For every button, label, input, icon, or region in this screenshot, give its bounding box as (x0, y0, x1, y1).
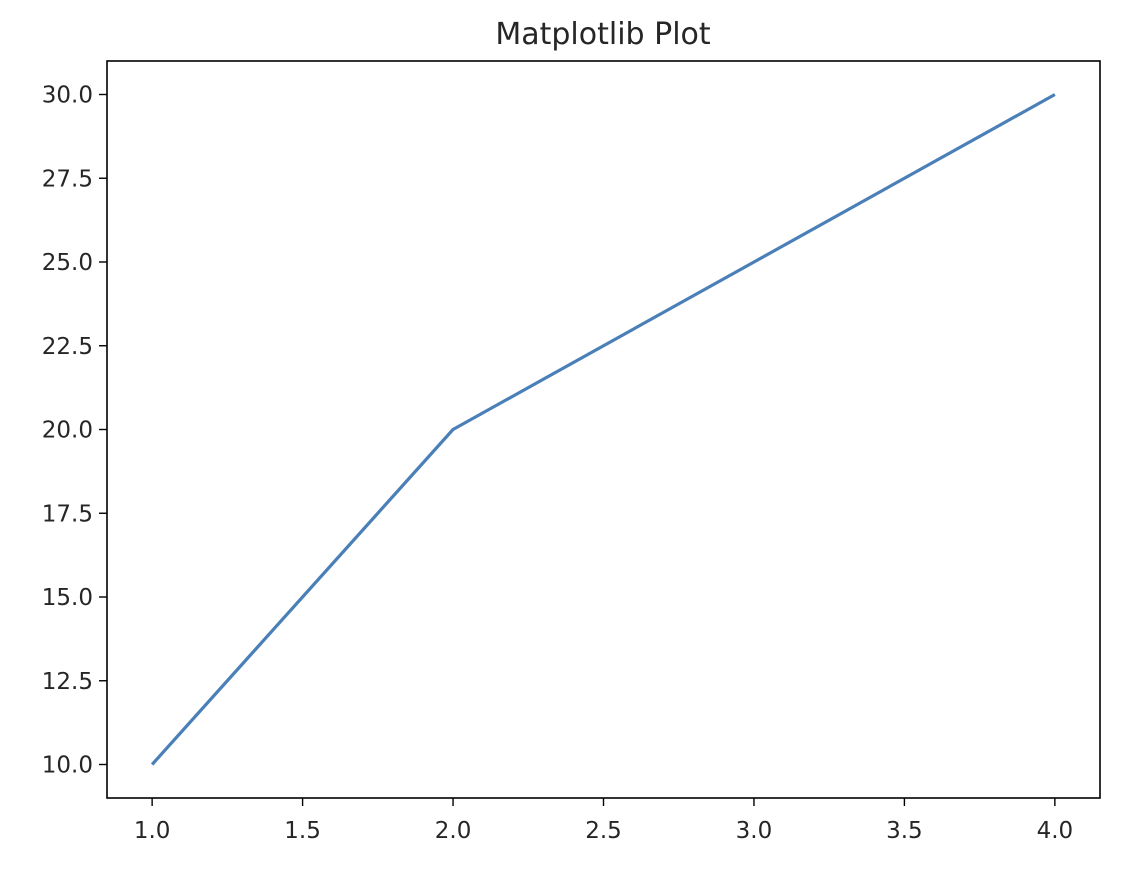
chart-title: Matplotlib Plot (495, 17, 711, 52)
plot-area: 1.0 1.5 2.0 2.5 3.0 3.5 4.0 10.0 12.5 15.0 17.5 20.… (42, 60, 1101, 844)
y-tick-label: 22.5 (42, 334, 93, 360)
y-tick-label: 20.0 (42, 418, 93, 444)
series-line-0 (150, 93, 1056, 766)
y-tick-label: 17.5 (42, 501, 93, 527)
x-tick-label: 3.5 (886, 818, 923, 844)
y-tick-label: 25.0 (42, 250, 93, 276)
x-tick-label: 4.0 (1037, 818, 1074, 844)
y-tick-label: 15.0 (42, 585, 93, 611)
x-tick-label: 2.5 (585, 818, 622, 844)
x-tick-label: 1.0 (134, 818, 171, 844)
x-tick-label: 3.0 (736, 818, 773, 844)
y-tick-label: 10.0 (42, 753, 93, 779)
x-tick-label: 2.0 (435, 818, 472, 844)
axes-frame (106, 60, 1101, 799)
y-tick-label: 27.5 (42, 166, 93, 192)
x-tick-label: 1.5 (284, 818, 321, 844)
y-tick-label: 12.5 (42, 669, 93, 695)
y-tick-label: 30.0 (42, 83, 93, 109)
